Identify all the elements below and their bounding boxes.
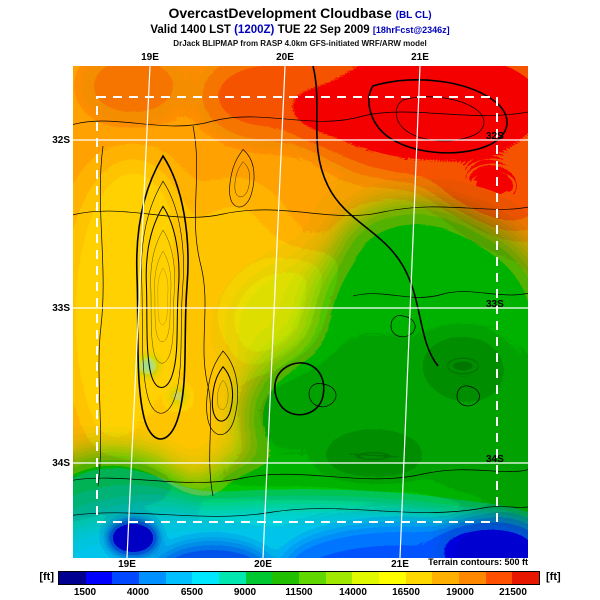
colorbar-tick-11500: 11500	[285, 587, 313, 598]
forecast-info: [18hrFcst@2346z]	[372, 24, 450, 35]
colorbar-tick-6500: 6500	[180, 587, 204, 598]
colorbar-unit-left: [ft]	[39, 571, 54, 583]
latlon-grid	[73, 66, 528, 558]
lon-label-top-19e: 19E	[141, 52, 159, 63]
valid-zulu-time: (1200Z)	[234, 23, 275, 36]
header: OvercastDevelopment Cloudbase (BL CL) Va…	[0, 5, 600, 48]
page-title: OvercastDevelopment Cloudbase (BL CL)	[0, 5, 600, 22]
cloudbase-map	[73, 66, 528, 558]
colorbar	[58, 571, 540, 585]
lat-label-left-34s: 34S	[52, 458, 70, 469]
terrain-contours	[73, 66, 528, 517]
colorbar-unit-right: [ft]	[546, 571, 561, 583]
title-text: OvercastDevelopment Cloudbase	[168, 5, 392, 21]
valid-time-line: Valid 1400 LST (1200Z) TUE 22 Sep 2009 […	[0, 24, 600, 37]
lon-label-top-20e: 20E	[276, 52, 294, 63]
lat-label-left-32s: 32S	[52, 135, 70, 146]
valid-prefix: Valid 1400 LST	[150, 23, 231, 36]
colorbar-tick-9000: 9000	[233, 587, 257, 598]
domain-boundary-box	[96, 96, 498, 523]
title-parameter-code: (BL CL)	[395, 10, 432, 21]
colorbar-tick-14000: 14000	[339, 587, 367, 598]
valid-date: TUE 22 Sep 2009	[277, 23, 370, 36]
colorbar-tick-1500: 1500	[73, 587, 97, 598]
colorbar-gradient	[59, 572, 540, 584]
model-attribution: DrJack BLIPMAP from RASP 4.0km GFS-initi…	[173, 38, 427, 48]
colorbar-tick-4000: 4000	[126, 587, 150, 598]
lon-label-bottom-19e: 19E	[118, 559, 136, 570]
terrain-contour-note: Terrain contours: 500 ft	[428, 557, 528, 567]
lon-label-bottom-21e: 21E	[391, 559, 409, 570]
cloudbase-color-field	[73, 66, 528, 558]
lat-label-right-32s: 32S	[486, 131, 504, 142]
lat-label-right-34s: 34S	[486, 454, 504, 465]
lon-label-bottom-20e: 20E	[254, 559, 272, 570]
lat-label-left-33s: 33S	[52, 303, 70, 314]
cloudbase-map-canvas	[73, 66, 528, 558]
colorbar-tick-16500: 16500	[392, 587, 420, 598]
colorbar-tick-21500: 21500	[499, 587, 527, 598]
lat-label-right-33s: 33S	[486, 299, 504, 310]
lon-label-top-21e: 21E	[411, 52, 429, 63]
colorbar-tick-19000: 19000	[446, 587, 474, 598]
